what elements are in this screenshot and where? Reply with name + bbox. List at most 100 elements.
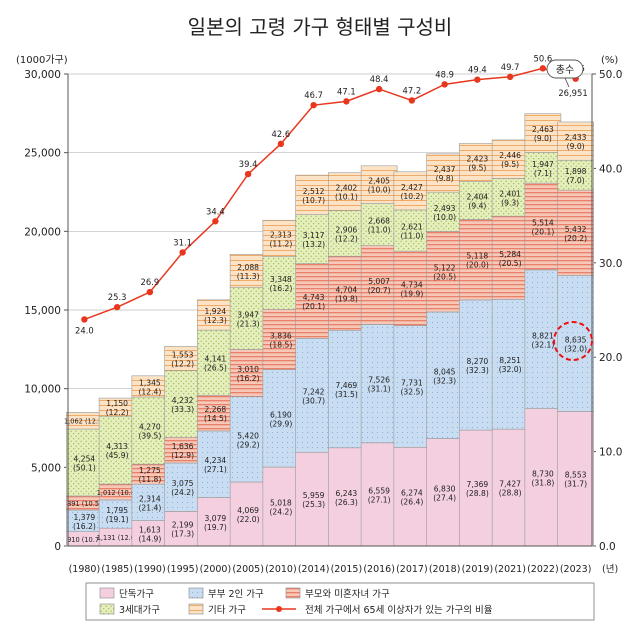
chart-title: 일본의 고령 가구 형태별 구성비 xyxy=(188,15,453,39)
x-axis-unit: (년) xyxy=(602,564,618,575)
line-point xyxy=(474,76,481,83)
bar-segment-couple xyxy=(360,324,398,444)
bar-share-label: (39.5) xyxy=(138,432,161,441)
bar-segment-three-gen xyxy=(360,203,398,246)
bar-share-label: (30.7) xyxy=(302,396,325,405)
bar-segment-couple xyxy=(131,483,169,521)
bar-value-label: 2,427 xyxy=(401,183,423,192)
bar-value-label: 5,122 xyxy=(434,264,456,273)
bar-share-label: (7.0) xyxy=(567,176,585,185)
legend-item-line: 전체 가구에서 65세 이상자가 있는 가구의 비율 xyxy=(262,604,493,616)
left-axis-unit: (1000가구) xyxy=(16,54,68,66)
bar-share-label: (11.3) xyxy=(237,272,260,281)
bar-value-label: 7,242 xyxy=(303,387,325,396)
bar-segment-parent-child xyxy=(197,394,234,432)
bar-value-label: 4,141 xyxy=(205,355,227,364)
bar-segment-parent-child xyxy=(328,255,365,331)
bar-value-label: 2,401 xyxy=(499,189,521,198)
bar-share-label: (20.5) xyxy=(499,259,522,268)
line-value-label: 31.1 xyxy=(173,237,192,247)
line-value-label: 47.2 xyxy=(403,85,422,95)
line-value-label: 48.9 xyxy=(435,69,454,79)
bar-segment-parent-child xyxy=(295,263,332,339)
bar-share-label: (32.1) xyxy=(531,340,554,349)
bar-value-label: 6,274 xyxy=(401,489,423,498)
bar-share-label: (27.1) xyxy=(368,495,391,504)
bar-stack-2015: 6,243(26.3)7,469(31.5)4,704(19.8)2,906(1… xyxy=(328,172,365,547)
left-tick-label: 25,000 xyxy=(24,148,61,160)
bar-share-label: (9.8) xyxy=(436,174,454,183)
bar-segment-single xyxy=(393,446,431,547)
bar-share-label: (21.3) xyxy=(237,319,260,328)
x-tick-label: (2017) xyxy=(396,564,428,575)
x-tick-label: (2000) xyxy=(200,564,232,575)
line-point xyxy=(539,65,547,72)
bar-value-label: 4,069 xyxy=(237,506,259,515)
bar-value-label: 1,150 xyxy=(106,399,128,408)
right-tick-label: 50.0 xyxy=(599,69,622,81)
line-path xyxy=(84,67,576,321)
bar-value-label: 2,463 xyxy=(532,125,554,134)
bar-share-label: (13.2) xyxy=(302,240,325,249)
total-callout-pointer xyxy=(564,77,570,88)
legend-label-line: 전체 가구에서 65세 이상자가 있는 가구의 비율 xyxy=(305,604,493,616)
bar-stack-1980: 910 (10.7) 1,379(16.2) 891 (10.5) 4,254(50.… xyxy=(64,412,105,547)
bar-value-label: 6,243 xyxy=(336,489,358,498)
bar-share-label: (10.0) xyxy=(433,213,456,222)
line-value-label: 49.4 xyxy=(468,65,487,75)
bar-share-label: (22.0) xyxy=(237,515,260,524)
bar-share-label: (9.4) xyxy=(468,202,486,211)
bar-share-label: (10.1) xyxy=(335,193,358,202)
bar-value-label: 4,270 xyxy=(139,423,161,432)
bar-value-label: 1,795 xyxy=(106,506,128,515)
bar-segment-parent-child xyxy=(524,182,562,271)
legend-item-couple: 부부 2인 가구 xyxy=(188,587,264,600)
line-point xyxy=(408,97,416,104)
x-tick-label: (2022) xyxy=(527,564,559,575)
legend-label-other: 기타 가구 xyxy=(208,605,246,616)
bar-stack-2010: 5,018(24.2)6,190(29.9)3,836(18.5)3,348(1… xyxy=(262,219,300,547)
total-callout-value: 26,951 xyxy=(558,88,587,98)
line-point xyxy=(146,288,154,296)
bar-value-label: 8,553 xyxy=(565,471,587,480)
bar-segment-other xyxy=(164,345,201,371)
bar-value-label: 2,433 xyxy=(565,133,587,142)
bar-segment-three-gen xyxy=(262,256,300,310)
total-callout-label: 총수 xyxy=(556,64,574,76)
bar-segment-single xyxy=(360,442,398,547)
bar-share-label: (24.2) xyxy=(269,508,292,517)
bar-share-label: (20.0) xyxy=(466,261,489,270)
bar-value-label: 5,514 xyxy=(532,218,554,227)
bar-share-label: (12.4) xyxy=(138,387,161,396)
bar-share-label: (28.8) xyxy=(466,489,489,498)
bar-share-label: (27.1) xyxy=(204,465,227,474)
bar-segment-parent-child xyxy=(164,436,201,464)
bar-share-label: (19.1) xyxy=(106,515,129,524)
bar-share-label: (12.2) xyxy=(106,408,129,417)
legend-item-single: 단독가구 xyxy=(99,587,154,600)
line-point xyxy=(310,101,317,109)
line-series: 24.0 25.3 26.9 31.1 34.4 39.4 42.6 46.7 47.1 48.4… xyxy=(75,53,585,335)
bar-share-label: (7.1) xyxy=(534,169,552,178)
bar-segment-three-gen xyxy=(393,209,431,252)
legend-item-three-gen: 3세대가구 xyxy=(99,603,160,616)
bar-value-label: 2,268 xyxy=(205,405,227,414)
right-tick-label: 0.0 xyxy=(599,541,616,553)
bar-value-label: 1,613 xyxy=(139,525,161,534)
bar-segment-parent-child xyxy=(393,250,431,326)
legend-swatch-other xyxy=(188,603,204,615)
legend-item-other: 기타 가구 xyxy=(188,603,246,616)
right-tick-label: 30.0 xyxy=(599,258,622,270)
bar-segment-other xyxy=(491,139,529,179)
bar-share-label: (45.9) xyxy=(106,451,129,460)
bar-segment-couple xyxy=(491,299,529,430)
bar-value-label: 2,493 xyxy=(434,204,456,213)
bar-segment-other xyxy=(557,121,594,161)
line-value-label: 24.0 xyxy=(75,325,94,335)
bar-segment-three-gen xyxy=(426,191,463,232)
bar-segment-single xyxy=(328,447,365,547)
bar-value-label: 1,131 (12.0) xyxy=(97,534,138,542)
bar-value-label: 2,404 xyxy=(467,193,489,202)
bar-segment-three-gen xyxy=(66,428,103,497)
